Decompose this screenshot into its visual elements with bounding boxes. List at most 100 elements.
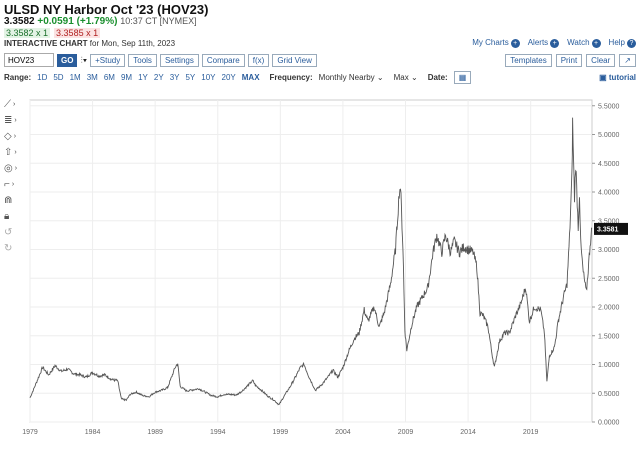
x-tick-label: 2009 bbox=[398, 429, 414, 436]
y-tick-label: 1.0000 bbox=[598, 362, 620, 369]
plus-circle-icon: + bbox=[591, 39, 601, 48]
x-tick-label: 1979 bbox=[22, 429, 38, 436]
range-option[interactable]: 3Y bbox=[169, 72, 180, 82]
bid-value: 3.3582 x 1 bbox=[4, 28, 51, 38]
grid-view-button[interactable]: Grid View bbox=[272, 53, 317, 67]
drawing-tools-sidebar: ⟋ › ≣ › ◇ › ⇧ › ◎ › ⌐ › ⋒ 🔒︎ ↺ ↻ bbox=[4, 96, 26, 256]
my-charts-link[interactable]: My Charts + bbox=[472, 38, 520, 48]
instrument-title: ULSD NY Harbor Oct '23 (HOV23) bbox=[4, 2, 209, 17]
chart-date: for Mon, Sep 11th, 2023 bbox=[89, 39, 176, 48]
top-links: My Charts + Alerts + Watch + Help? bbox=[472, 38, 636, 48]
expand-button[interactable]: ↗ bbox=[619, 53, 636, 67]
y-tick-label: 2.5000 bbox=[598, 276, 620, 283]
quote-time: 10:37 CT [NYMEX] bbox=[120, 16, 197, 26]
y-tick-label: 0.0000 bbox=[598, 420, 620, 427]
x-tick-label: 2014 bbox=[460, 429, 476, 436]
toolbar-right: Templates Print Clear ↗ bbox=[505, 53, 636, 67]
redo-icon[interactable]: ↻ bbox=[4, 242, 13, 254]
help-link[interactable]: Help? bbox=[609, 38, 636, 48]
line-tool-icon[interactable]: ⟋ › bbox=[4, 98, 16, 110]
settings-button[interactable]: Settings bbox=[159, 53, 199, 67]
range-option[interactable]: 1D bbox=[37, 72, 48, 82]
range-options: 1D 5D 1M 3M 6M 9M 1Y 2Y 3Y 5Y 10Y 20Y MAX bbox=[37, 73, 259, 82]
x-tick-label: 1994 bbox=[210, 429, 226, 436]
x-tick-label: 1984 bbox=[85, 429, 101, 436]
chart-type-dropdown[interactable]: ⫶▾ bbox=[80, 54, 88, 65]
plus-circle-icon: + bbox=[550, 39, 560, 48]
plot-area bbox=[29, 99, 593, 423]
my-charts-label: My Charts bbox=[472, 38, 509, 47]
x-tick-label: 2019 bbox=[523, 429, 539, 436]
alerts-label: Alerts bbox=[527, 38, 549, 47]
y-tick-label: 4.0000 bbox=[598, 190, 620, 197]
plus-circle-icon: + bbox=[510, 39, 520, 48]
range-option[interactable]: 5Y bbox=[185, 72, 196, 82]
study-button[interactable]: +Study bbox=[90, 53, 126, 67]
undo-icon[interactable]: ↺ bbox=[4, 226, 13, 238]
range-option[interactable]: 10Y bbox=[201, 72, 216, 82]
help-circle-icon: ? bbox=[627, 39, 636, 48]
clear-button[interactable]: Clear bbox=[586, 53, 616, 67]
alerts-link[interactable]: Alerts + bbox=[527, 38, 560, 48]
date-label: Date: bbox=[427, 72, 448, 82]
fx-button[interactable]: f(x) bbox=[247, 53, 270, 67]
help-label: Help bbox=[608, 38, 625, 47]
last-price-marker bbox=[594, 222, 628, 235]
compare-button[interactable]: Compare bbox=[201, 53, 245, 67]
lock-icon[interactable]: 🔒︎ bbox=[4, 210, 10, 222]
y-tick-label: 0.5000 bbox=[598, 391, 620, 398]
range-bar: Range: 1D 5D 1M 3M 6M 9M 1Y 2Y 3Y 5Y 10Y 20Y MAX Fre… bbox=[4, 70, 636, 84]
price-change: +0.0591 (+1.79%) bbox=[37, 16, 118, 27]
go-button[interactable]: GO bbox=[57, 53, 78, 67]
shape-tool-icon[interactable]: ◇ › bbox=[4, 130, 17, 142]
watch-label: Watch bbox=[567, 38, 590, 47]
chart-label: INTERACTIVE CHART bbox=[4, 39, 88, 48]
bid-ask: 3.3582 x 1 3.3585 x 1 bbox=[4, 28, 101, 38]
y-tick-label: 3.0000 bbox=[598, 247, 620, 254]
price-series-line bbox=[29, 117, 593, 406]
last-price-label: 3.3581 bbox=[597, 226, 619, 233]
measure-tool-icon[interactable]: ⌐ › bbox=[4, 178, 15, 190]
range-option[interactable]: 5D bbox=[53, 72, 64, 82]
ask-value: 3.3585 x 1 bbox=[54, 28, 101, 38]
y-tick-label: 1.5000 bbox=[598, 333, 620, 340]
frequency-select[interactable]: Monthly Nearby ⌄ bbox=[318, 72, 384, 82]
frequency-label: Frequency: bbox=[269, 72, 313, 82]
calendar-icon[interactable]: ▦ bbox=[453, 70, 472, 84]
print-button[interactable]: Print bbox=[555, 53, 583, 67]
range-label: Range: bbox=[4, 72, 32, 82]
range-option[interactable]: 6M bbox=[103, 72, 115, 82]
range-option[interactable]: 2Y bbox=[153, 72, 164, 82]
chart-toolbar: GO ⫶▾ +Study Tools Settings Compare f(x)… bbox=[4, 52, 636, 68]
y-tick-label: 5.5000 bbox=[598, 103, 620, 110]
watch-link[interactable]: Watch + bbox=[567, 38, 601, 48]
max-select[interactable]: Max ⌄ bbox=[393, 72, 418, 82]
x-tick-label: 1999 bbox=[273, 429, 289, 436]
magnet-icon[interactable]: ⋒ bbox=[4, 194, 13, 206]
last-price: 3.3582 bbox=[4, 16, 35, 27]
range-option[interactable]: 3M bbox=[86, 72, 98, 82]
max-value: Max bbox=[393, 72, 409, 82]
range-option[interactable]: 9M bbox=[120, 72, 133, 82]
tutorial-link[interactable]: ▣ tutorial bbox=[599, 72, 636, 82]
y-tick-label: 4.5000 bbox=[598, 161, 620, 168]
chart-heading: INTERACTIVE CHART for Mon, Sep 11th, 202… bbox=[4, 39, 175, 48]
fib-tool-icon[interactable]: ≣ › bbox=[4, 114, 17, 126]
y-tick-label: 3.5000 bbox=[598, 218, 620, 225]
symbol-input[interactable] bbox=[4, 53, 54, 67]
range-option[interactable]: 1Y bbox=[138, 72, 148, 82]
frequency-value: Monthly Nearby bbox=[318, 72, 375, 82]
tools-button[interactable]: Tools bbox=[128, 53, 157, 67]
range-option[interactable]: 20Y bbox=[221, 72, 236, 82]
price-line: 3.3582 +0.0591 (+1.79%) 10:37 CT [NYMEX] bbox=[4, 16, 197, 27]
range-option[interactable]: MAX bbox=[241, 72, 260, 82]
y-tick-label: 5.0000 bbox=[598, 132, 620, 139]
price-chart[interactable]: 0.0000 0.5000 1.0000 1.5000 2.0000 2.5000 3.00… bbox=[0, 92, 640, 450]
arrow-tool-icon[interactable]: ⇧ › bbox=[4, 146, 17, 158]
tutorial-label: tutorial bbox=[608, 72, 636, 82]
eye-icon[interactable]: ◎ › bbox=[4, 162, 18, 174]
range-option[interactable]: 1M bbox=[69, 72, 81, 82]
y-tick-label: 2.0000 bbox=[598, 305, 620, 312]
x-tick-label: 2004 bbox=[335, 429, 351, 436]
templates-button[interactable]: Templates bbox=[505, 53, 552, 67]
